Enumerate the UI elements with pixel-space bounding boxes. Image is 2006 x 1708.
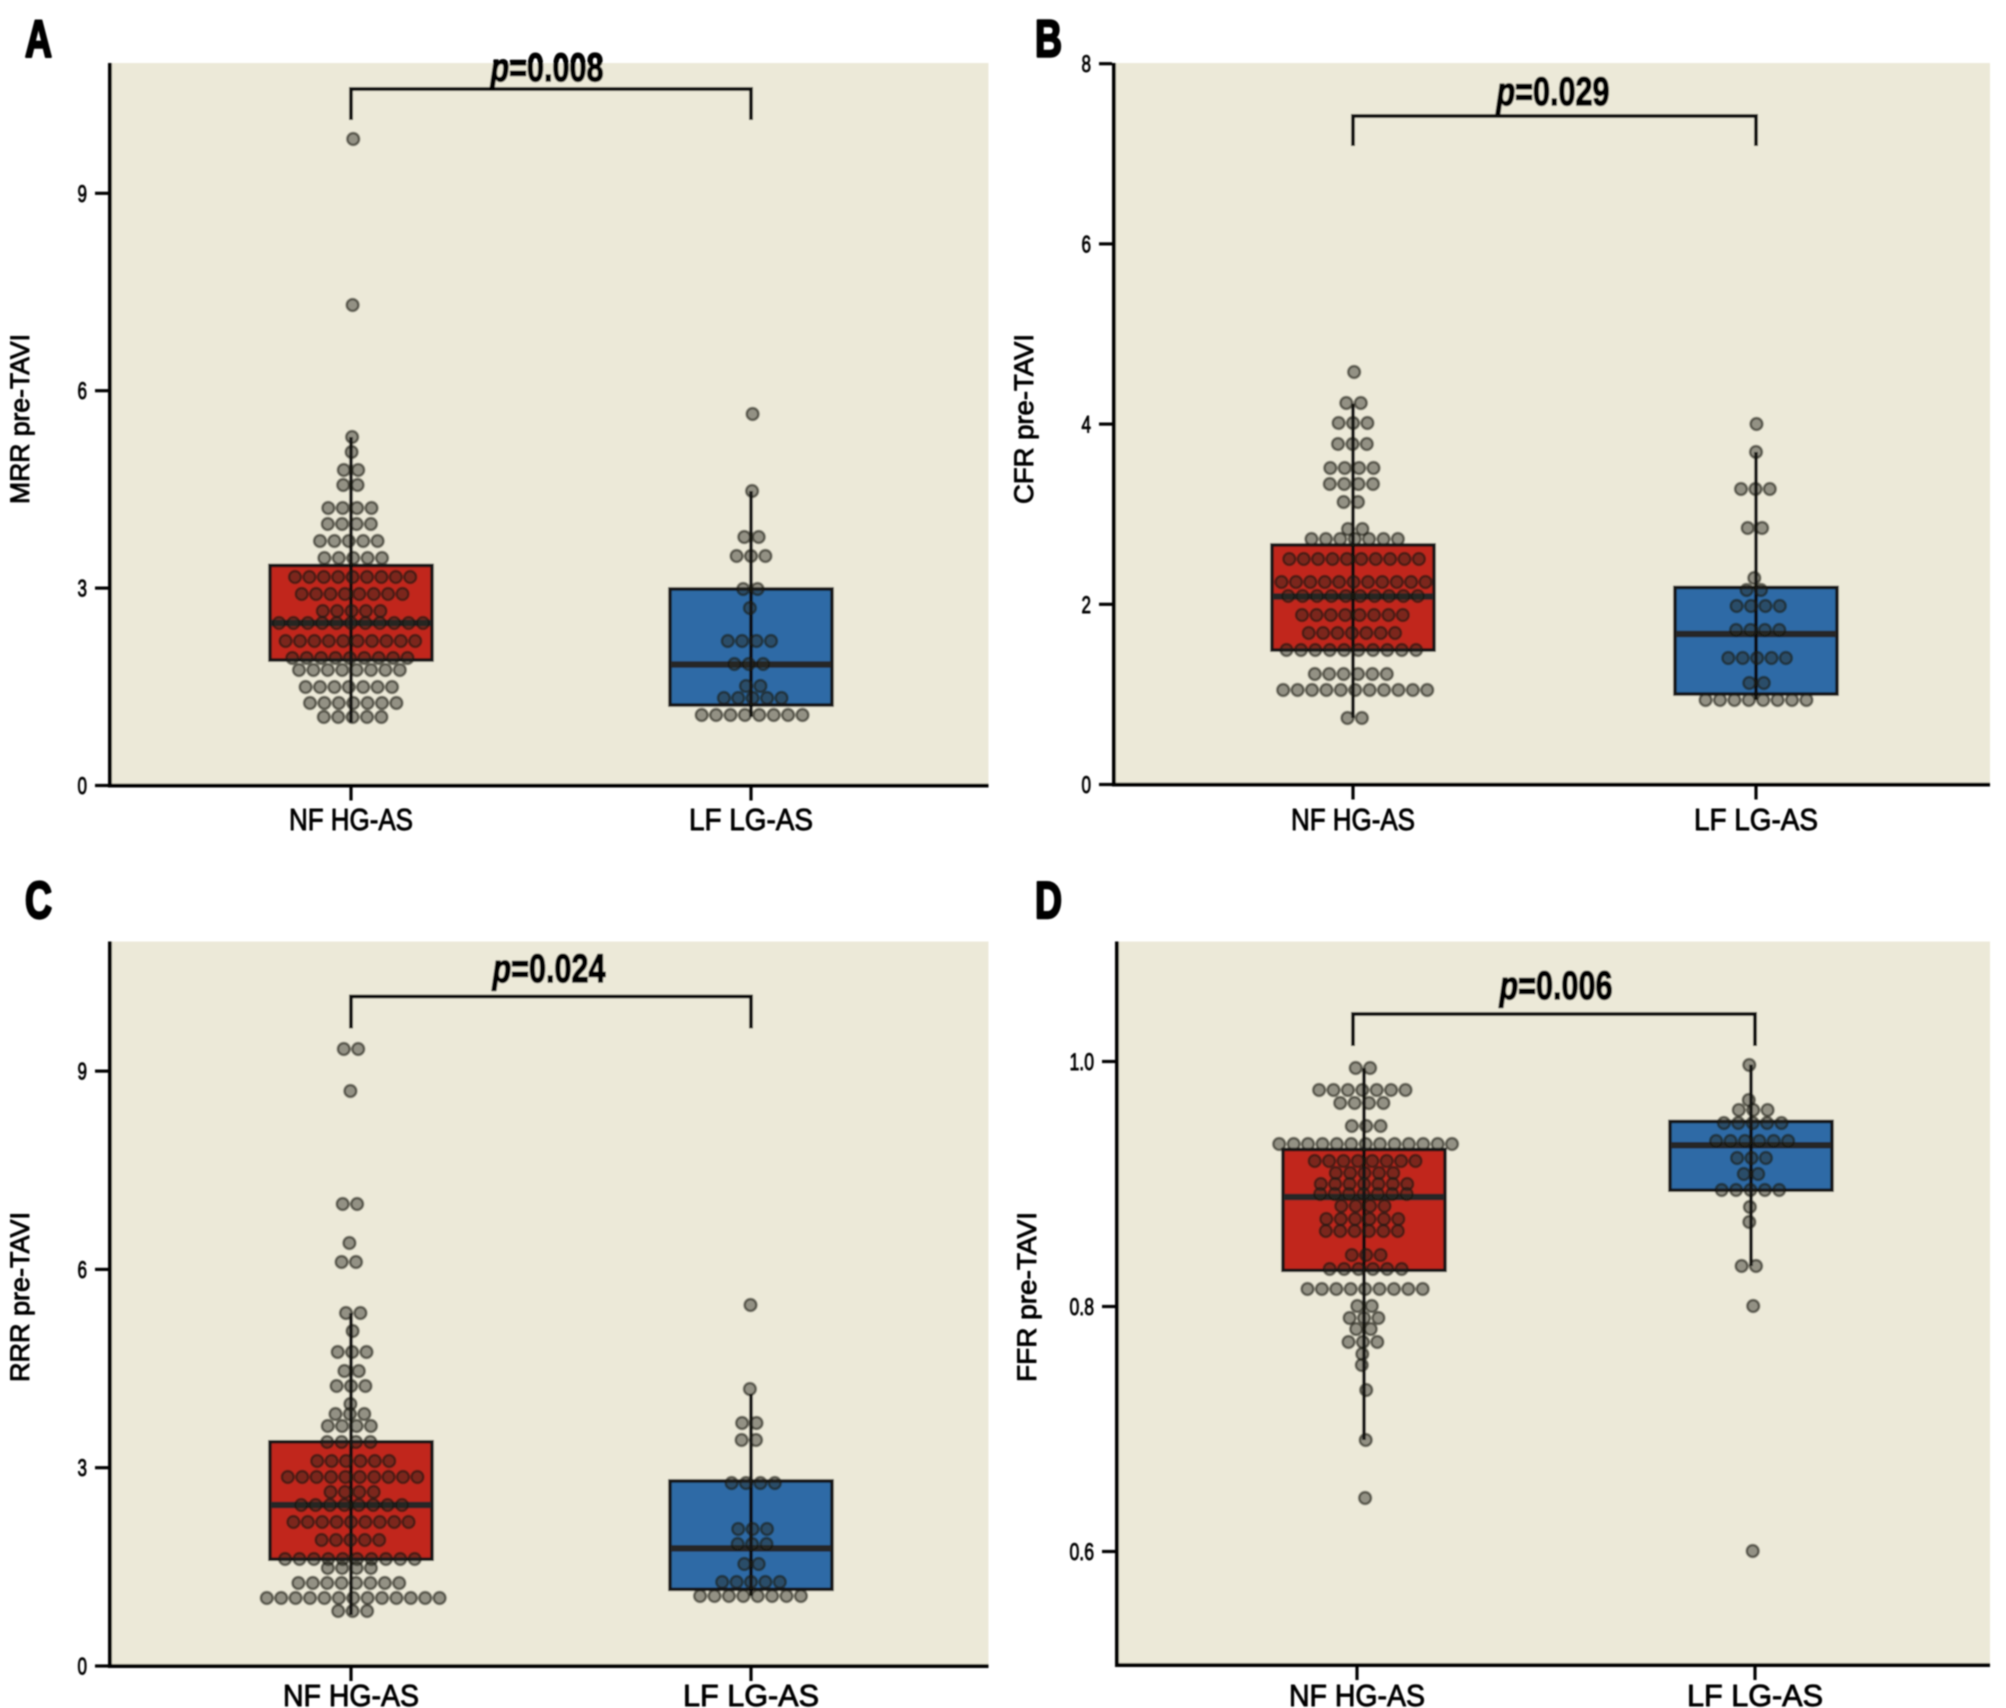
svg-text:p=0.008: p=0.008	[490, 46, 604, 90]
svg-text:9: 9	[78, 181, 88, 208]
svg-text:3: 3	[78, 576, 88, 603]
svg-text:B: B	[1035, 11, 1062, 69]
svg-text:LF LG-AS: LF LG-AS	[689, 802, 813, 837]
svg-text:2: 2	[1082, 592, 1092, 619]
svg-text:A: A	[25, 11, 52, 69]
svg-text:LF LG-AS: LF LG-AS	[1687, 1678, 1823, 1708]
svg-text:D: D	[1035, 872, 1062, 930]
svg-text:0: 0	[1082, 772, 1092, 799]
svg-text:p=0.006: p=0.006	[1499, 964, 1613, 1008]
svg-text:NF HG-AS: NF HG-AS	[1289, 1678, 1425, 1708]
svg-text:3: 3	[78, 1455, 88, 1482]
svg-text:FFR pre-TAVI: FFR pre-TAVI	[1012, 1212, 1042, 1382]
svg-text:9: 9	[78, 1059, 88, 1086]
svg-text:1.0: 1.0	[1070, 1049, 1095, 1076]
svg-text:6: 6	[1082, 231, 1092, 258]
svg-text:C: C	[25, 872, 52, 930]
svg-text:0.6: 0.6	[1070, 1539, 1095, 1566]
svg-text:p=0.024: p=0.024	[492, 947, 606, 991]
svg-text:p=0.029: p=0.029	[1496, 70, 1610, 114]
svg-text:0.8: 0.8	[1070, 1294, 1095, 1321]
svg-text:NF HG-AS: NF HG-AS	[283, 1678, 419, 1708]
svg-text:0: 0	[78, 1654, 88, 1681]
svg-text:NF HG-AS: NF HG-AS	[289, 802, 413, 837]
svg-text:CFR pre-TAVI: CFR pre-TAVI	[1009, 334, 1039, 504]
svg-text:0: 0	[78, 773, 88, 800]
svg-text:4: 4	[1082, 412, 1092, 439]
svg-text:6: 6	[78, 1257, 88, 1284]
svg-text:8: 8	[1082, 51, 1092, 78]
svg-text:RRR pre-TAVI: RRR pre-TAVI	[5, 1212, 35, 1382]
svg-text:LF LG-AS: LF LG-AS	[1694, 802, 1818, 837]
svg-text:6: 6	[78, 378, 88, 405]
svg-text:MRR pre-TAVI: MRR pre-TAVI	[5, 334, 35, 504]
svg-text:NF HG-AS: NF HG-AS	[1291, 802, 1415, 837]
svg-text:LF LG-AS: LF LG-AS	[683, 1678, 819, 1708]
